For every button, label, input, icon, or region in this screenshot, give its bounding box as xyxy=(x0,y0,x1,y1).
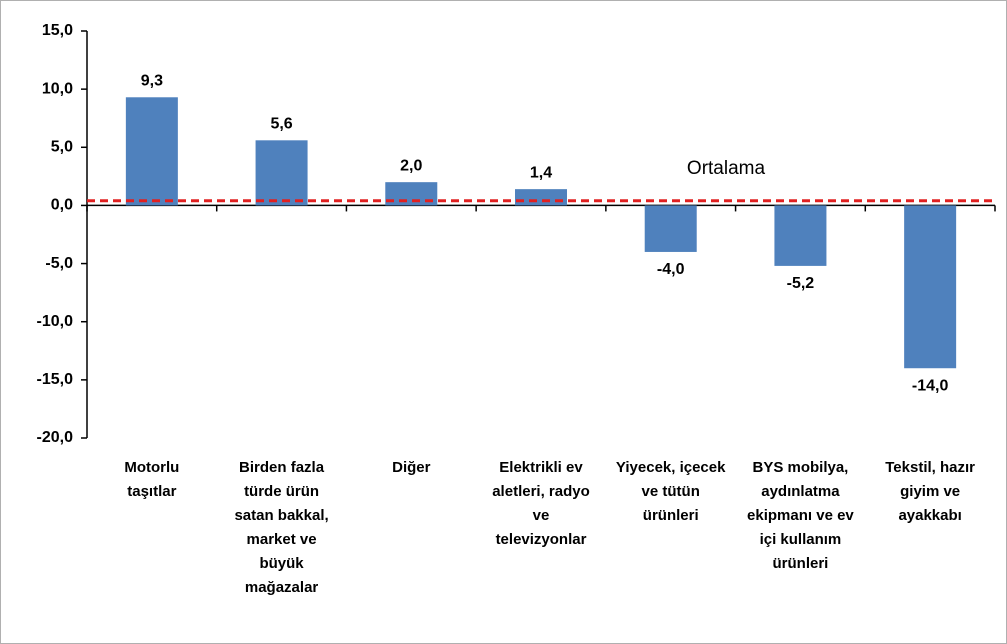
value-label: -14,0 xyxy=(912,377,949,394)
x-tick-label: Yiyecek, içecek ve tütün ürünleri xyxy=(615,459,726,524)
y-tick-label: -20,0 xyxy=(37,429,74,446)
x-tick-label: Diğer xyxy=(392,459,431,476)
value-label: -4,0 xyxy=(657,261,685,278)
bar xyxy=(125,97,178,206)
y-tick-label: -10,0 xyxy=(37,313,74,330)
value-label: 9,3 xyxy=(141,73,163,90)
bar xyxy=(774,205,827,266)
x-tick-label: Elektrikli ev aletleri, radyo ve televiz… xyxy=(492,459,590,548)
bar xyxy=(385,182,438,206)
value-label: 5,6 xyxy=(270,116,292,133)
x-tick-label: Tekstil, hazır giyim ve ayakkabı xyxy=(885,459,976,524)
bar xyxy=(515,189,567,206)
y-tick-label: 5,0 xyxy=(51,139,73,156)
bar xyxy=(644,205,697,252)
bar xyxy=(904,205,957,369)
average-label: Ortalama xyxy=(687,158,766,179)
value-label: 1,4 xyxy=(530,164,552,181)
x-tick-label: Birden fazla türde ürün satan bakkal, ma… xyxy=(234,459,329,596)
x-tick-label: Motorlu taşıtlar xyxy=(124,459,180,500)
y-tick-label: 15,0 xyxy=(42,22,73,39)
value-label: 2,0 xyxy=(400,157,422,174)
y-tick-label: -15,0 xyxy=(37,371,74,388)
value-label: -5,2 xyxy=(787,275,815,292)
bar xyxy=(255,140,308,206)
y-tick-label: 10,0 xyxy=(42,80,73,97)
y-tick-label: -5,0 xyxy=(45,255,73,272)
x-tick-label: BYS mobilya, aydınlatma ekipmanı ve ev i… xyxy=(747,459,854,572)
y-tick-label: 0,0 xyxy=(51,197,73,214)
